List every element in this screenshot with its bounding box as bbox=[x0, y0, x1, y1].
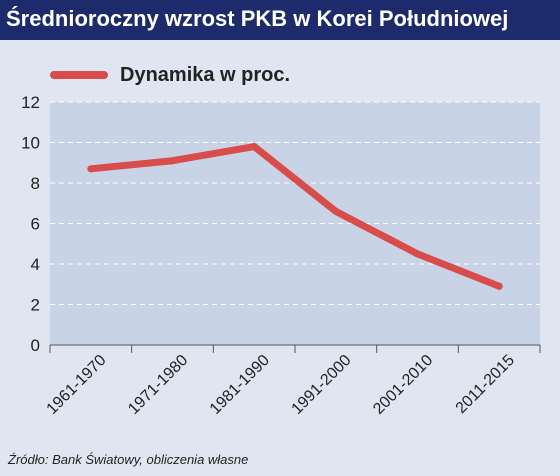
series-layer bbox=[87, 143, 503, 290]
series-line bbox=[87, 143, 503, 290]
y-tick-label: 4 bbox=[31, 255, 40, 274]
y-axis: 0 2 4 6 8 10 12 bbox=[21, 93, 40, 355]
x-tick-label: 1971-1980 bbox=[125, 352, 191, 418]
data-point bbox=[332, 207, 340, 215]
title-bar: Średnioroczny wzrost PKB w Korei Południ… bbox=[0, 0, 560, 40]
legend-swatch bbox=[50, 71, 108, 79]
data-point bbox=[87, 165, 95, 173]
x-axis: 1961-1970 1971-1980 1981-1990 1991-2000 2001… bbox=[44, 344, 541, 418]
data-point bbox=[414, 250, 421, 258]
source-note: Źródło: Bank Światowy, obliczenia własne bbox=[8, 452, 249, 467]
data-point bbox=[169, 157, 176, 165]
y-tick-label: 8 bbox=[31, 174, 40, 193]
x-tick-label: 1961-1970 bbox=[44, 352, 110, 418]
y-tick-label: 6 bbox=[31, 215, 40, 234]
legend: Dynamika w proc. bbox=[50, 62, 290, 88]
x-tick-label: 1991-2000 bbox=[289, 352, 355, 418]
data-point bbox=[250, 143, 258, 151]
y-tick-label: 0 bbox=[31, 336, 40, 355]
x-tick-label: 2001-2010 bbox=[370, 352, 436, 418]
y-tick-label: 12 bbox=[21, 93, 40, 112]
y-tick-label: 2 bbox=[31, 296, 40, 315]
legend-label: Dynamika w proc. bbox=[120, 63, 291, 86]
gridlines bbox=[50, 101, 540, 305]
chart-title: Średnioroczny wzrost PKB w Korei Południ… bbox=[6, 6, 509, 31]
x-tick-label: 1981-1990 bbox=[207, 352, 273, 418]
y-tick-label: 10 bbox=[21, 134, 40, 153]
data-point bbox=[495, 282, 503, 290]
x-tick-label: 2011-2015 bbox=[453, 352, 518, 417]
